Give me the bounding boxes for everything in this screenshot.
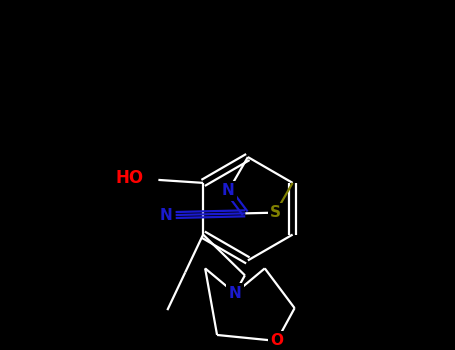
Text: HO: HO [116,169,143,187]
Text: S: S [270,205,281,220]
Text: N: N [222,183,235,198]
Text: O: O [270,334,283,349]
Text: N: N [159,208,172,223]
Text: N: N [228,286,241,301]
